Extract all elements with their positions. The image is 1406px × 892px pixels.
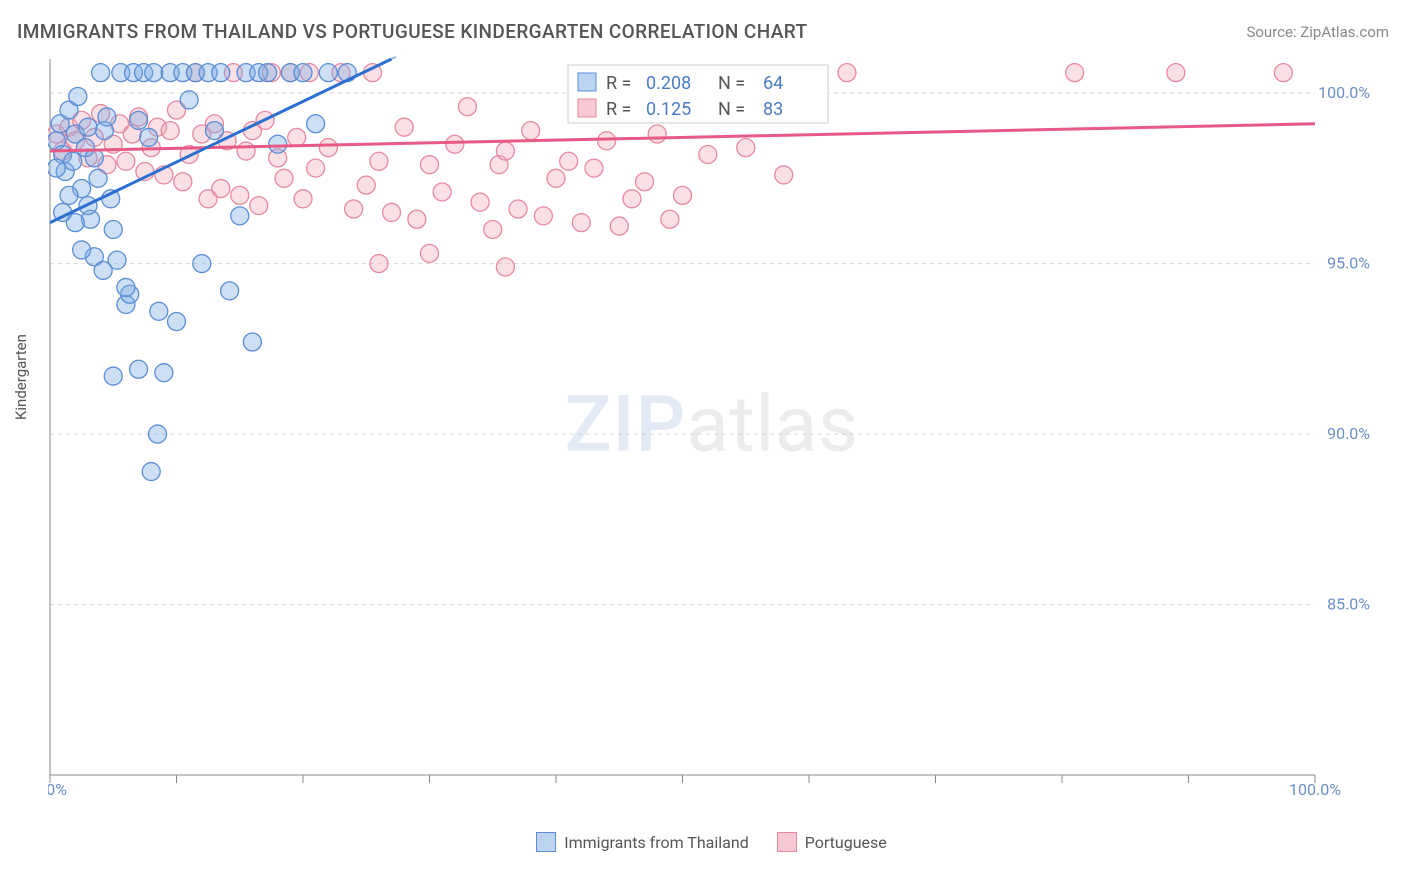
svg-text:R =: R = — [606, 73, 631, 94]
svg-text:0.208: 0.208 — [646, 73, 691, 94]
svg-text:0.125: 0.125 — [646, 99, 691, 120]
legend-swatch-b — [777, 832, 797, 852]
legend-label-a: Immigrants from Thailand — [564, 833, 748, 852]
svg-text:0.0%: 0.0% — [48, 780, 67, 795]
svg-text:95.0%: 95.0% — [1327, 254, 1370, 273]
title-bar: IMMIGRANTS FROM THAILAND VS PORTUGUESE K… — [17, 20, 1389, 43]
svg-text:N =: N = — [718, 73, 745, 94]
chart-title: IMMIGRANTS FROM THAILAND VS PORTUGUESE K… — [17, 20, 807, 43]
legend-item-series-b: Portuguese — [777, 832, 887, 852]
scatter-plot: 85.0% 90.0% 95.0% 100.0% R = 0.208 N = 64 R = 0.1… — [48, 55, 1375, 795]
legend-item-series-a: Immigrants from Thailand — [536, 832, 748, 852]
legend-swatch-a — [536, 832, 556, 852]
svg-text:100.0%: 100.0% — [1289, 780, 1341, 795]
bottom-legend: Immigrants from Thailand Portuguese — [48, 832, 1375, 852]
svg-text:83: 83 — [763, 99, 783, 120]
svg-text:85.0%: 85.0% — [1327, 595, 1370, 614]
y-axis-label: Kindergarten — [12, 334, 30, 420]
legend-label-b: Portuguese — [805, 833, 887, 852]
svg-text:100.0%: 100.0% — [1318, 83, 1370, 102]
svg-text:R =: R = — [606, 99, 631, 120]
svg-text:N =: N = — [718, 99, 745, 120]
svg-text:90.0%: 90.0% — [1327, 424, 1370, 443]
plot-svg: 85.0% 90.0% 95.0% 100.0% R = 0.208 N = 64 R = 0.1… — [48, 55, 1375, 795]
source-label: Source: ZipAtlas.com — [1246, 23, 1389, 41]
svg-text:64: 64 — [763, 73, 783, 94]
